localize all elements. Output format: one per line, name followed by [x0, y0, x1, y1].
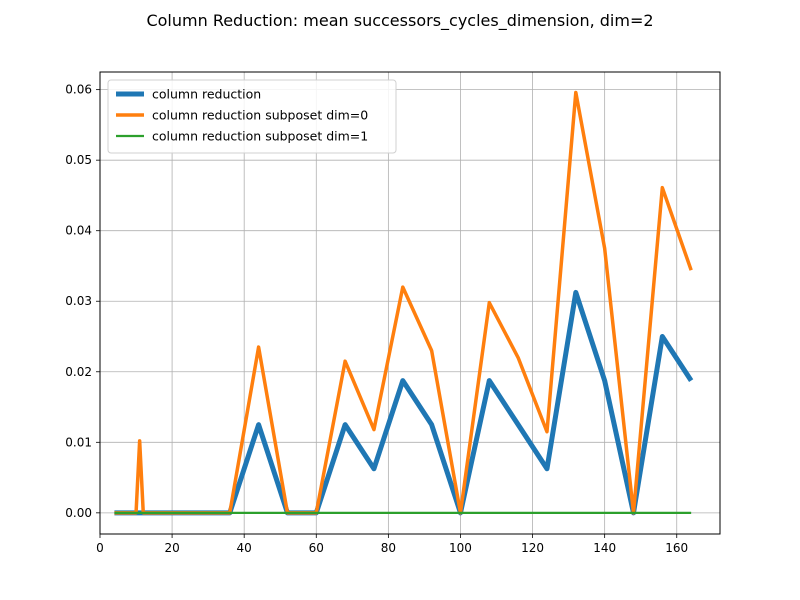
plot-frame [99, 71, 721, 535]
x-tick-label: 80 [381, 541, 396, 555]
y-tick-label: 0.02 [65, 365, 92, 379]
series-lines [114, 90, 694, 516]
x-tick-label: 20 [164, 541, 179, 555]
y-tick-label: 0.05 [65, 153, 92, 167]
y-tick-label: 0.01 [65, 435, 92, 449]
y-tick-label: 0.06 [65, 83, 92, 97]
x-tick-label: 0 [96, 541, 104, 555]
x-tick-label: 160 [665, 541, 688, 555]
x-tick-label: 120 [521, 541, 544, 555]
legend-label-1: column reduction [152, 87, 261, 102]
axis-ticks: 0 20 40 60 80 100 120 140 160 0.00 0.01 0.02 0.03 0.0… [65, 83, 688, 555]
legend-label-3: column reduction subposet dim=1 [152, 129, 368, 144]
x-tick-label: 140 [593, 541, 616, 555]
x-tick-label: 60 [309, 541, 324, 555]
x-tick-label: 100 [449, 541, 472, 555]
y-tick-label: 0.03 [65, 294, 92, 308]
legend: column reduction column reduction subpose… [107, 79, 397, 154]
x-tick-label: 40 [237, 541, 252, 555]
chart-title: Column Reduction: mean successors_cycles… [146, 11, 653, 31]
legend-label-2: column reduction subposet dim=0 [152, 108, 368, 123]
legend-box [107, 79, 397, 154]
y-tick-label: 0.04 [65, 224, 92, 238]
y-tick-label: 0.00 [65, 506, 92, 520]
